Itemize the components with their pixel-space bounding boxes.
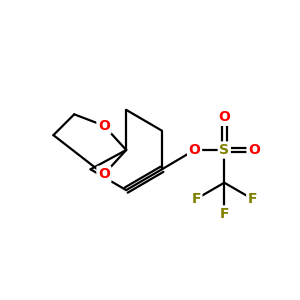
- Text: F: F: [220, 207, 229, 221]
- Text: O: O: [189, 143, 200, 157]
- Text: O: O: [98, 118, 110, 133]
- Text: O: O: [218, 110, 230, 124]
- Text: F: F: [248, 192, 257, 206]
- Text: O: O: [98, 167, 110, 182]
- Text: S: S: [219, 143, 229, 157]
- Text: F: F: [191, 192, 201, 206]
- Text: O: O: [248, 143, 260, 157]
